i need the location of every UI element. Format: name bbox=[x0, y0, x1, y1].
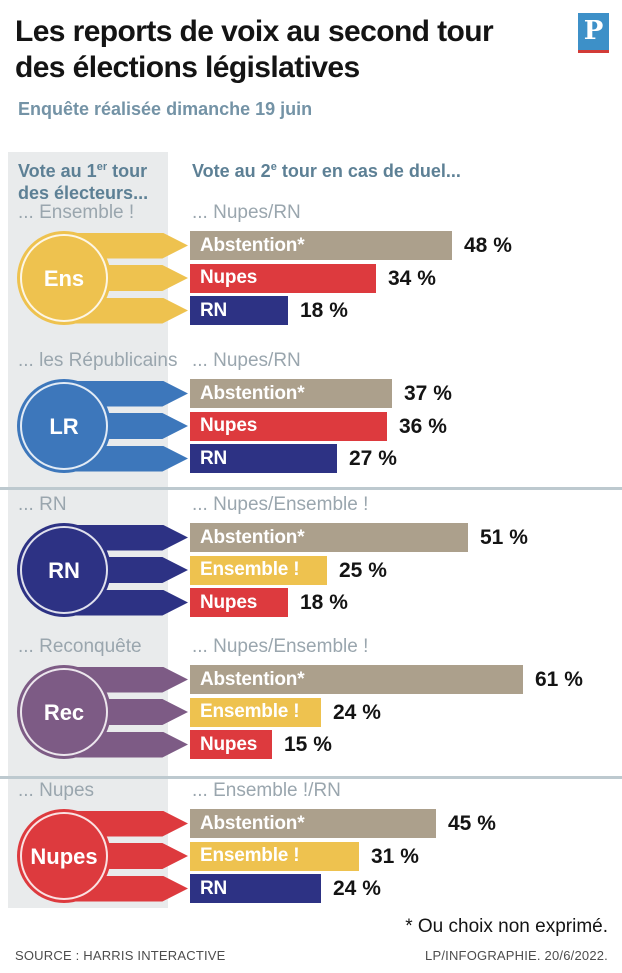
party-circle-ring bbox=[20, 812, 108, 900]
col-left-line2: des électeurs... bbox=[18, 183, 149, 203]
bar-value: 37 % bbox=[404, 382, 452, 405]
le-parisien-logo: P bbox=[578, 13, 609, 53]
bar-value: 51 % bbox=[480, 526, 528, 549]
source-credit: SOURCE : HARRIS INTERACTIVE bbox=[15, 948, 226, 963]
bar-abstention: Abstention* bbox=[190, 379, 392, 408]
bar-abstention: Abstention* bbox=[190, 523, 468, 552]
duel-label: ... Nupes/Ensemble ! bbox=[192, 494, 369, 515]
party-circle-label: Rec bbox=[43, 700, 85, 725]
bar-label: RN bbox=[200, 877, 228, 899]
bar-value: 25 % bbox=[339, 558, 387, 582]
bar-value: 18 % bbox=[300, 591, 348, 614]
bar-rn: RN bbox=[190, 296, 288, 325]
col-right-sup: e bbox=[270, 161, 277, 173]
bar-label: Ensemble ! bbox=[200, 845, 300, 866]
party-circle-label: LR bbox=[49, 414, 79, 439]
section-divider-2 bbox=[0, 776, 622, 779]
bar-value: 48 % bbox=[464, 234, 512, 257]
bar-value: 31 % bbox=[371, 844, 419, 868]
bar-label: Abstention* bbox=[200, 234, 305, 256]
section-divider-1 bbox=[0, 487, 622, 490]
party-circle-ring bbox=[20, 526, 108, 614]
bar-label: Abstention* bbox=[200, 812, 305, 834]
bar-nupes: Nupes bbox=[190, 263, 376, 293]
bar-value: 27 % bbox=[349, 447, 397, 470]
bar-label: Ensemble ! bbox=[200, 701, 300, 722]
bar-nupes: Nupes bbox=[190, 411, 387, 441]
bar-nupes: Nupes bbox=[190, 730, 272, 759]
bar-abstention: Abstention* bbox=[190, 231, 452, 260]
bar-label: RN bbox=[200, 447, 228, 469]
bar-nupes: Nupes bbox=[190, 588, 288, 617]
bar-value: 61 % bbox=[535, 668, 583, 691]
source-vote-label: ... Reconquête bbox=[18, 636, 142, 657]
column-header-second-round: Vote au 2e tour en cas de duel... bbox=[192, 156, 461, 182]
infographic-credit: LP/INFOGRAPHIE. 20/6/2022. bbox=[425, 948, 608, 963]
bar-label: Nupes bbox=[200, 733, 258, 755]
page-title-line2: des élections législatives bbox=[15, 51, 360, 84]
bar-ensemble: Ensemble ! bbox=[190, 555, 327, 585]
bar-abstention: Abstention* bbox=[190, 809, 436, 838]
party-circle-ring bbox=[20, 668, 108, 756]
logo-underline bbox=[578, 50, 609, 53]
duel-label: ... Nupes/RN bbox=[192, 350, 301, 371]
party-circle-label: RN bbox=[48, 558, 80, 583]
duel-label: ... Nupes/RN bbox=[192, 202, 301, 223]
logo-letter: P bbox=[583, 16, 604, 46]
source-vote-label: ... les Républicains bbox=[18, 350, 178, 371]
survey-subtitle: Enquête réalisée dimanche 19 juin bbox=[18, 99, 313, 119]
party-circle-ring bbox=[20, 382, 108, 470]
bar-value: 24 % bbox=[333, 700, 381, 724]
bar-ensemble: Ensemble ! bbox=[190, 841, 359, 871]
duel-label: ... Nupes/Ensemble ! bbox=[192, 636, 369, 657]
bar-label: Abstention* bbox=[200, 526, 305, 548]
bar-label: Abstention* bbox=[200, 668, 305, 690]
party-circle-label: Nupes bbox=[30, 844, 98, 869]
bar-value: 34 % bbox=[388, 266, 436, 290]
col-right-post: tour en cas de duel... bbox=[276, 161, 461, 181]
bar-label: Ensemble ! bbox=[200, 559, 300, 580]
party-circle-label: Ens bbox=[43, 266, 85, 291]
bar-rn: RN bbox=[190, 874, 321, 903]
bar-abstention: Abstention* bbox=[190, 665, 523, 694]
bar-ensemble: Ensemble ! bbox=[190, 697, 321, 727]
footnote: * Ou choix non exprimé. bbox=[405, 916, 608, 937]
bar-label: Nupes bbox=[200, 267, 258, 288]
col-left-pre: Vote au 1 bbox=[18, 161, 97, 181]
source-vote-label: ... Ensemble ! bbox=[18, 202, 135, 223]
duel-label: ... Ensemble !/RN bbox=[192, 780, 341, 801]
col-left-post: tour bbox=[107, 161, 148, 181]
bar-value: 15 % bbox=[284, 733, 332, 756]
bar-label: Abstention* bbox=[200, 382, 305, 404]
source-vote-label: ... Nupes bbox=[18, 780, 95, 801]
bar-label: Nupes bbox=[200, 591, 258, 613]
bar-value: 24 % bbox=[333, 877, 381, 900]
bar-rn: RN bbox=[190, 444, 337, 473]
bar-value: 45 % bbox=[448, 812, 496, 835]
page-title: Les reports de voix au second tour des él… bbox=[15, 14, 494, 86]
bar-label: Nupes bbox=[200, 415, 258, 436]
party-circle-ring bbox=[20, 234, 108, 322]
col-right-pre: Vote au 2 bbox=[192, 161, 271, 181]
source-vote-label: ... RN bbox=[18, 494, 67, 515]
bar-value: 36 % bbox=[399, 414, 447, 438]
col-left-sup: er bbox=[96, 161, 108, 173]
column-header-first-round: Vote au 1er tour des électeurs... bbox=[18, 156, 148, 204]
page-title-line1: Les reports de voix au second tour bbox=[15, 15, 494, 48]
bar-value: 18 % bbox=[300, 299, 348, 322]
bar-label: RN bbox=[200, 299, 228, 321]
